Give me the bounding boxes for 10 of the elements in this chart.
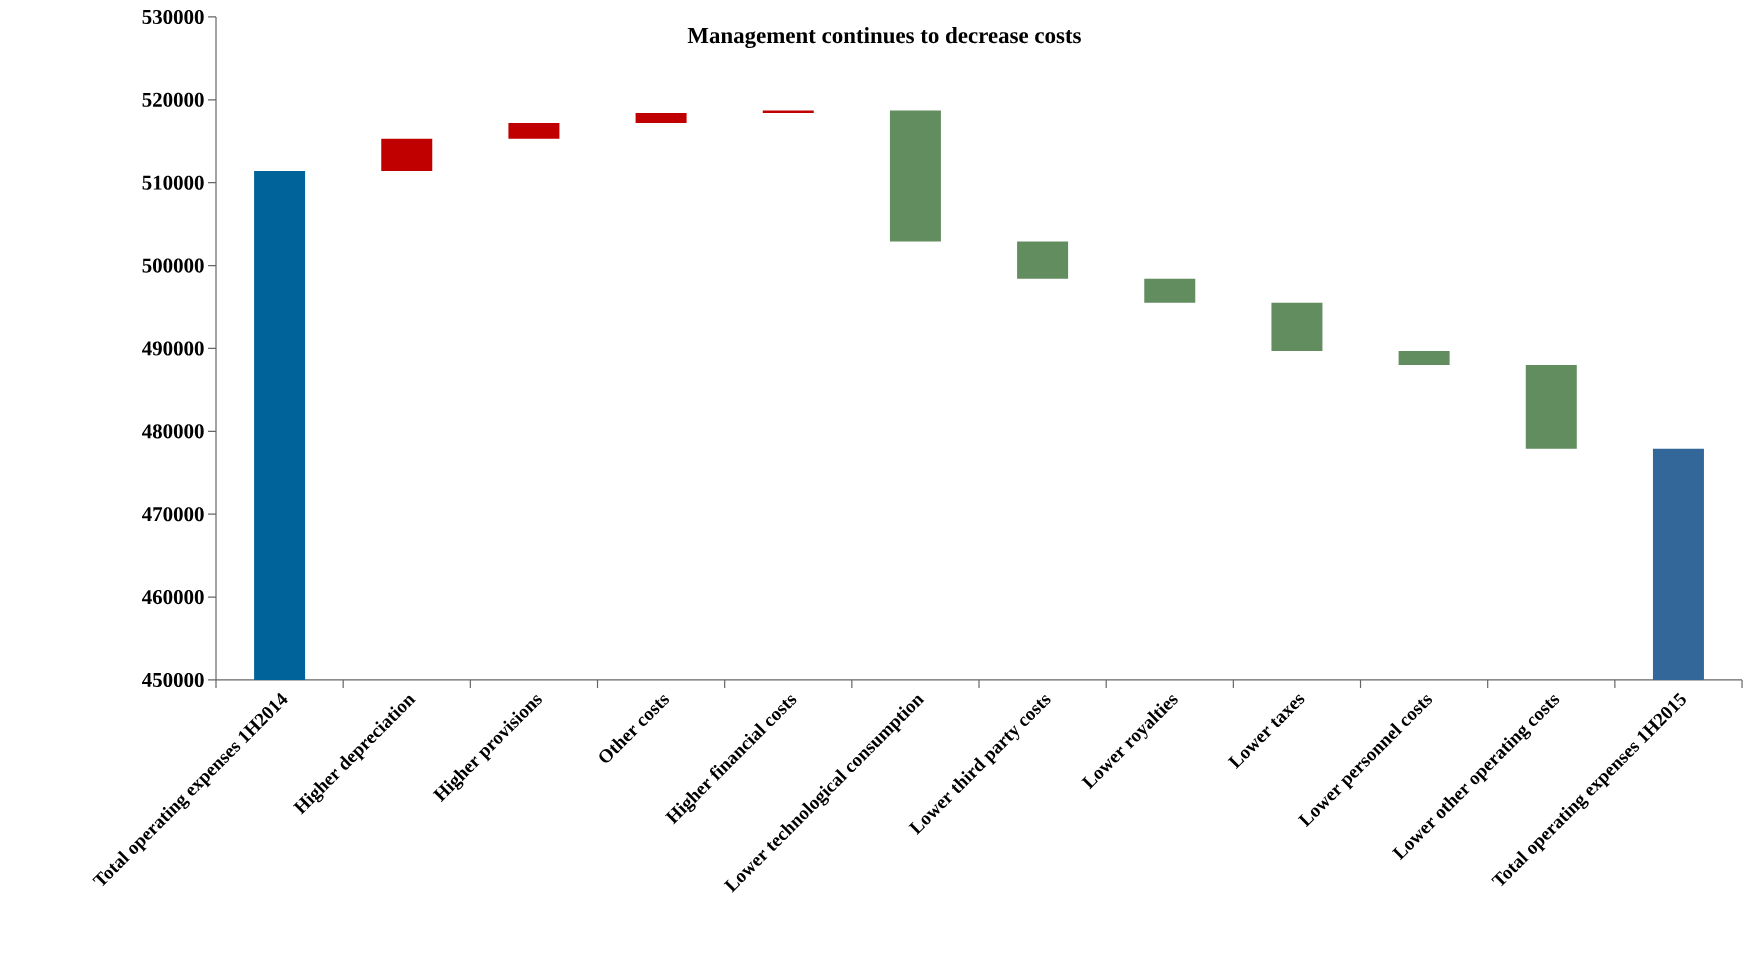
y-tick-label: 450000: [142, 672, 204, 688]
y-tick-label: 490000: [142, 341, 204, 356]
y-tick-label: 530000: [142, 9, 204, 24]
y-tick-label: 510000: [142, 175, 204, 190]
chart-title: Management continues to decrease costs: [687, 27, 1081, 49]
y-tick-label: 460000: [142, 590, 204, 605]
y-tick-label: 480000: [142, 424, 204, 439]
y-tick-label: 520000: [142, 92, 204, 107]
y-tick-label: 500000: [142, 258, 204, 273]
y-tick-label: 470000: [142, 507, 204, 522]
